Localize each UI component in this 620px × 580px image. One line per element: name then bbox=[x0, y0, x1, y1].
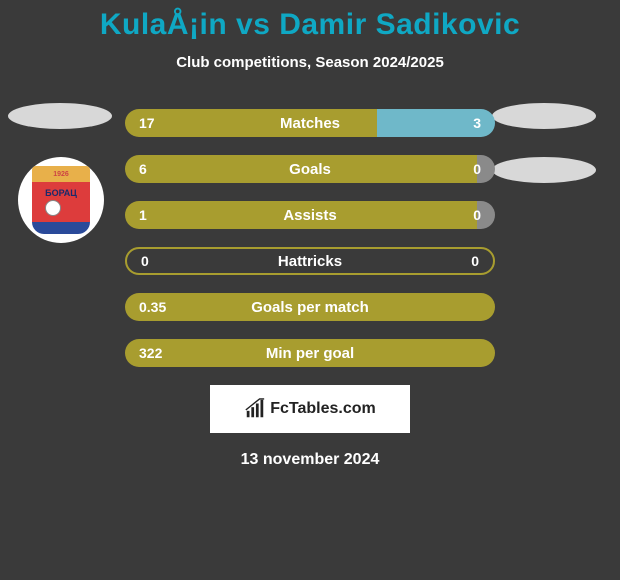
stat-left-value: 0.35 bbox=[125, 293, 481, 321]
stat-row-hattricks: 00Hattricks bbox=[125, 247, 495, 275]
date-label: 13 november 2024 bbox=[0, 451, 620, 469]
stat-row-assists: 10Assists bbox=[125, 201, 495, 229]
player-left-placeholder bbox=[8, 103, 112, 129]
brand-text: FcTables.com bbox=[270, 400, 376, 418]
club-crest-left: 1926 БОРАЦ bbox=[18, 157, 104, 243]
stat-row-matches: 173Matches bbox=[125, 109, 495, 137]
stat-left-value: 1 bbox=[125, 201, 477, 229]
stat-left-value: 0 bbox=[127, 249, 310, 273]
stat-row-goals: 60Goals bbox=[125, 155, 495, 183]
subtitle: Club competitions, Season 2024/2025 bbox=[0, 54, 620, 71]
stat-left-value: 17 bbox=[125, 109, 377, 137]
chart-icon bbox=[244, 398, 266, 420]
stat-left-value: 6 bbox=[125, 155, 477, 183]
stat-row-goals-per-match: 0.35Goals per match bbox=[125, 293, 495, 321]
stat-left-value: 322 bbox=[125, 339, 481, 367]
ball-icon bbox=[45, 200, 61, 216]
crest-year: 1926 bbox=[32, 166, 90, 182]
player-right-placeholder-1 bbox=[492, 103, 596, 129]
brand-badge: FcTables.com bbox=[210, 385, 410, 433]
crest-name: БОРАЦ bbox=[45, 189, 77, 198]
player-right-placeholder-2 bbox=[492, 157, 596, 183]
left-player-column: 1926 БОРАЦ bbox=[8, 103, 118, 243]
stat-right-value: 0 bbox=[310, 249, 493, 273]
stat-right-value: 3 bbox=[377, 109, 495, 137]
stat-right-value bbox=[481, 339, 495, 367]
page-title: KulaÅ¡in vs Damir Sadikovic bbox=[0, 0, 620, 42]
stat-bars: 173Matches 60Goals 10Assists 00Hattricks 0.3… bbox=[125, 109, 495, 367]
comparison-panel: 1926 БОРАЦ 173Matches 60Goals 10Assists 00H… bbox=[0, 109, 620, 469]
stat-right-value bbox=[481, 293, 495, 321]
stat-row-min-per-goal: 322Min per goal bbox=[125, 339, 495, 367]
right-player-column bbox=[492, 103, 602, 211]
